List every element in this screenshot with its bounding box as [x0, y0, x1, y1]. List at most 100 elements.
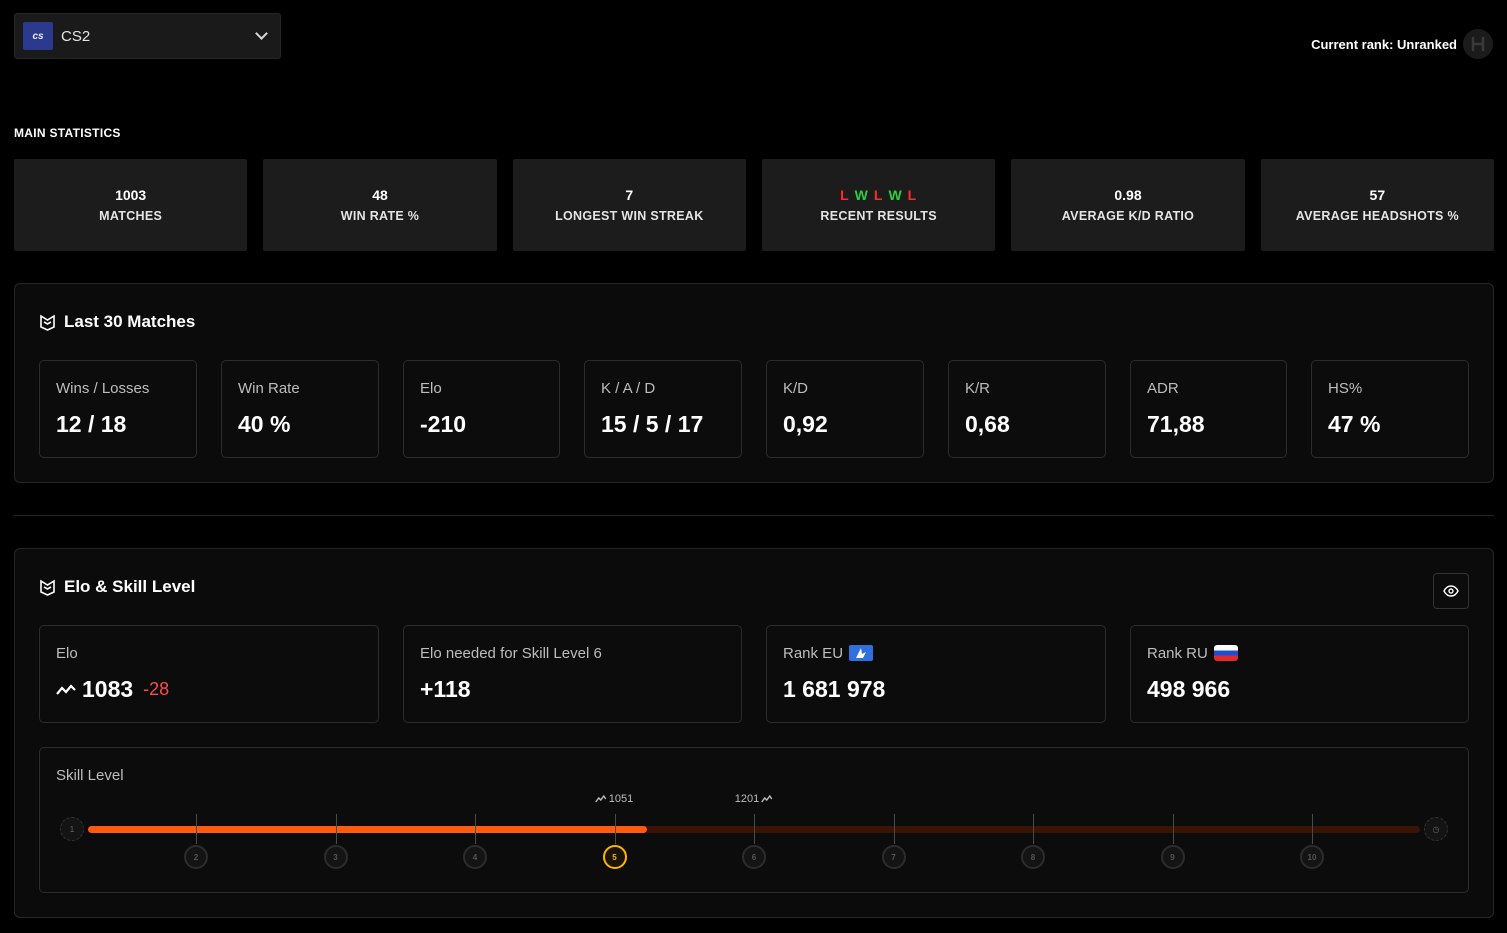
skill-level-tick	[196, 814, 197, 844]
result-item: L	[873, 187, 884, 203]
result-item: L	[907, 187, 918, 203]
trend-icon	[761, 795, 773, 803]
card-label: K / A / D	[601, 380, 656, 397]
stat-value: 7	[625, 187, 634, 203]
card-kad: K / A / D 15 / 5 / 17	[584, 360, 742, 458]
game-name: CS2	[61, 27, 91, 45]
card-label: Elo	[420, 380, 442, 397]
elo-value: 1083	[82, 676, 134, 702]
card-value: +118	[420, 676, 471, 702]
rank-eu-label: Rank EU	[783, 645, 844, 662]
toggle-visibility-button[interactable]	[1433, 573, 1469, 609]
card-value: 0,68	[965, 411, 1010, 437]
trend-icon	[56, 683, 76, 695]
main-statistics-heading: MAIN STATISTICS	[14, 126, 121, 140]
chevron-down-icon	[255, 27, 268, 40]
card-label: Rank EU	[783, 645, 874, 662]
card-elo: Elo -210	[403, 360, 560, 458]
skill-level-card: Skill Level 1 ◷ 2 3 4 5 6 7 8 9 10 1051 1201	[39, 747, 1469, 893]
skill-level-4-icon: 4	[463, 845, 487, 869]
unranked-icon	[1463, 29, 1493, 59]
panel-title-text: Elo & Skill Level	[64, 577, 196, 596]
card-value: 0,92	[783, 411, 828, 437]
card-adr: ADR 71,88	[1130, 360, 1287, 458]
stat-headshots: 57 AVERAGE HEADSHOTS %	[1260, 159, 1494, 251]
skill-level-tick	[754, 814, 755, 844]
card-label: K/R	[965, 380, 991, 397]
skill-level-tick	[1312, 814, 1313, 844]
card-label: Skill Level	[56, 767, 124, 784]
skill-level-6-icon: 6	[742, 845, 766, 869]
divider	[14, 515, 1494, 516]
stat-label: RECENT RESULTS	[820, 209, 937, 223]
result-item: W	[888, 187, 903, 203]
skill-level-start-icon: 1	[60, 817, 84, 841]
trend-icon	[595, 795, 607, 803]
lower-elo-value: 1051	[608, 793, 634, 805]
stat-value: 48	[372, 187, 388, 203]
faceit-logo-icon	[40, 314, 55, 331]
skill-level-tick	[1033, 814, 1034, 844]
stat-label: MATCHES	[99, 209, 163, 223]
skill-level-5-icon: 5	[602, 845, 627, 869]
stat-label: LONGEST WIN STREAK	[555, 209, 704, 223]
card-label: K/D	[783, 380, 809, 397]
card-wins-losses: Wins / Losses 12 / 18	[39, 360, 197, 458]
elo-delta: -28	[143, 679, 170, 699]
russia-flag-icon	[1213, 645, 1238, 661]
card-elo-needed: Elo needed for Skill Level 6 +118	[403, 625, 742, 723]
stat-win-rate: 48 WIN RATE %	[263, 159, 497, 251]
card-label: Wins / Losses	[56, 380, 150, 397]
upper-elo-value: 1201	[734, 793, 760, 805]
card-win-rate: Win Rate 40 %	[221, 360, 379, 458]
eye-icon	[1443, 585, 1459, 597]
card-label: Win Rate	[238, 380, 300, 397]
card-value: 12 / 18	[56, 411, 127, 437]
eu-region-icon	[849, 645, 874, 661]
skill-level-9-icon: 9	[1160, 845, 1185, 869]
skill-level-tick	[335, 814, 337, 844]
stat-recent-results: L W L W L RECENT RESULTS	[761, 159, 996, 251]
lower-elo-marker: 1051	[595, 793, 633, 805]
rank-ru-label: Rank RU	[1147, 645, 1208, 662]
stat-matches: 1003 MATCHES	[14, 159, 248, 251]
panel-title-last-30: Last 30 Matches	[39, 312, 195, 332]
skill-level-tick	[1172, 814, 1174, 844]
stat-label: AVERAGE HEADSHOTS %	[1295, 209, 1459, 223]
card-value: 47 %	[1328, 411, 1381, 437]
skill-level-8-icon: 8	[1021, 845, 1045, 869]
stat-kd-ratio: 0.98 AVERAGE K/D RATIO	[1011, 159, 1245, 251]
result-item: W	[854, 187, 869, 203]
skill-level-tick	[893, 814, 895, 844]
elo-skill-panel: Elo & Skill Level Elo 1083 -28 Elo neede…	[14, 548, 1494, 918]
upper-elo-marker: 1201	[735, 793, 773, 805]
result-item: L	[840, 187, 850, 203]
cs2-logo-icon: cs	[23, 22, 53, 50]
current-rank-label: Current rank: Unranked	[1311, 36, 1457, 52]
skill-level-7-icon: 7	[881, 845, 906, 869]
stat-value: 0.98	[1114, 187, 1142, 203]
last-30-matches-panel: Last 30 Matches Wins / Losses 12 / 18 Wi…	[14, 283, 1494, 483]
card-label: ADR	[1147, 380, 1179, 397]
skill-level-10-icon: 10	[1300, 845, 1324, 869]
stat-label: WIN RATE %	[340, 209, 420, 223]
skill-level-2-icon: 2	[184, 845, 208, 869]
card-rank-eu: Rank EU 1 681 978	[766, 625, 1106, 723]
card-label: Elo needed for Skill Level 6	[420, 645, 602, 662]
skill-level-max-icon: ◷	[1424, 817, 1448, 841]
skill-progress-fill	[88, 826, 648, 833]
game-selector[interactable]: cs CS2	[14, 13, 281, 59]
card-value: 498 966	[1147, 676, 1231, 702]
current-rank: Current rank: Unranked	[1311, 29, 1493, 59]
card-kd: K/D 0,92	[766, 360, 924, 458]
card-value: 1 681 978	[783, 676, 886, 702]
card-label: Rank RU	[1147, 645, 1238, 662]
stat-value: 57	[1369, 187, 1386, 203]
stat-longest-win-streak: 7 LONGEST WIN STREAK	[512, 159, 746, 251]
card-value: 15 / 5 / 17	[601, 411, 704, 437]
faceit-logo-icon	[40, 579, 55, 596]
panel-title-text: Last 30 Matches	[64, 312, 196, 331]
card-value: 71,88	[1147, 411, 1205, 437]
skill-level-3-icon: 3	[323, 845, 348, 869]
skill-level-tick	[475, 814, 476, 844]
